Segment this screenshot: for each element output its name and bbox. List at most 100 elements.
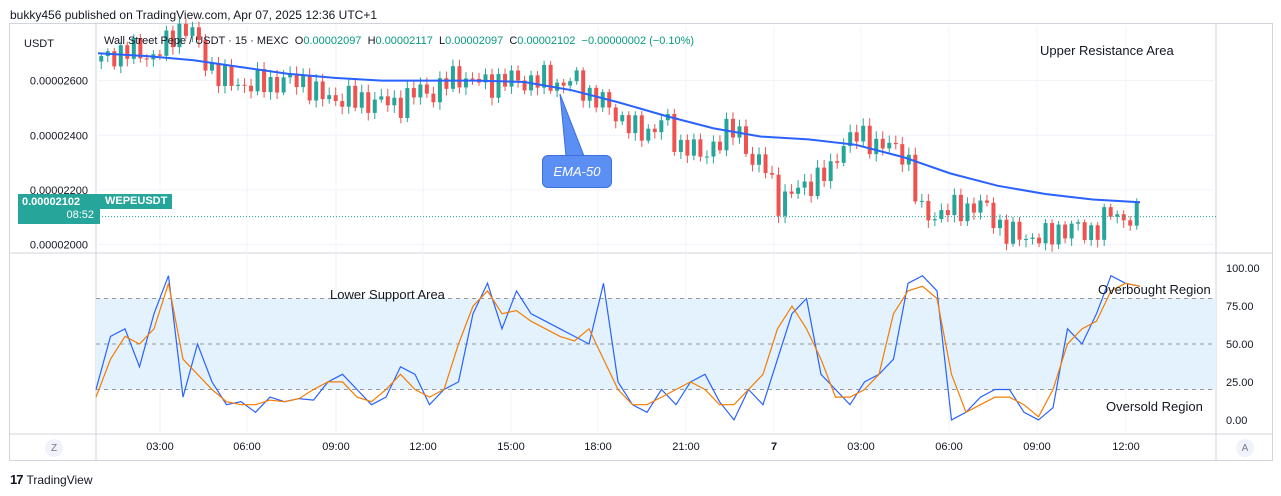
candle-body: [932, 219, 937, 221]
candle-body: [437, 78, 442, 103]
candle-body: [281, 77, 286, 93]
legend-c-label: C: [509, 35, 518, 47]
candle-body: [1089, 225, 1094, 241]
candle-body: [463, 78, 468, 88]
candle-body: [138, 37, 143, 59]
annotation-lower-support[interactable]: Lower Support Area: [330, 287, 445, 302]
current-price-tag: 0.00002102 08:52: [18, 194, 100, 224]
candle-body: [157, 54, 162, 56]
candle-body: [379, 96, 384, 100]
candle-body: [757, 154, 762, 165]
candle-body: [776, 174, 781, 216]
candle-body: [496, 73, 501, 98]
candle-body: [144, 58, 149, 60]
candle-body: [1115, 214, 1120, 217]
candle-body: [724, 118, 729, 151]
candle-body: [574, 70, 579, 82]
candle-body: [652, 128, 657, 133]
candle-body: [841, 146, 846, 163]
x-tick-label: 03:00: [146, 441, 174, 453]
candle-body: [802, 181, 807, 188]
candle-body: [535, 75, 540, 88]
candle-body: [353, 85, 358, 108]
candle-body: [958, 194, 963, 222]
candle-countdown: 08:52: [66, 209, 94, 221]
legend-h-value: 0.00002117: [375, 35, 433, 47]
candle-body: [945, 210, 950, 216]
candle-body: [301, 75, 306, 88]
x-tick-label: 15:00: [497, 441, 525, 453]
y-tick-label: 0.00002000: [30, 240, 88, 252]
annotation-upper-resistance[interactable]: Upper Resistance Area: [1040, 43, 1174, 58]
candle-body: [770, 173, 775, 175]
candle-body: [828, 161, 833, 182]
currency-button[interactable]: USDT: [24, 38, 54, 50]
candle-body: [874, 138, 879, 155]
oscillator-y-tick-label: 25.00: [1226, 377, 1254, 389]
symbol-tag: WEPEUSDT: [100, 194, 173, 209]
candle-body: [1004, 219, 1009, 244]
legend-o-value: 0.00002097: [303, 35, 362, 47]
candle-body: [490, 74, 495, 98]
legend-l-label: L: [438, 35, 446, 47]
candle-body: [398, 97, 403, 118]
x-tick-label: 09:00: [322, 441, 350, 453]
candle-body: [262, 69, 267, 93]
candle-body: [926, 200, 931, 221]
timezone-z-button[interactable]: Z: [45, 439, 63, 457]
candle-body: [568, 81, 573, 86]
oscillator-y-tick-label: 100.00: [1226, 263, 1260, 275]
candle-body: [359, 92, 364, 108]
y-tick-label: 0.00002600: [30, 76, 88, 88]
candle-body: [118, 45, 123, 67]
candle-body: [340, 101, 345, 107]
candle-body: [1050, 223, 1055, 245]
legend-o-label: O: [294, 35, 304, 47]
x-tick-label: 09:00: [1023, 441, 1051, 453]
candle-body: [848, 132, 853, 147]
candle-body: [815, 167, 820, 196]
candle-body: [385, 96, 390, 106]
current-price-value: 0.00002102: [22, 196, 81, 208]
candle-body: [1102, 207, 1107, 240]
candle-body: [366, 92, 371, 113]
candle-body: [861, 125, 866, 142]
x-tick-label: 06:00: [935, 441, 963, 453]
candle-body: [503, 73, 508, 87]
candle-body: [1108, 207, 1113, 217]
candle-body: [222, 65, 227, 87]
annotation-ema-50[interactable]: EMA-50: [542, 155, 612, 188]
candle-body: [913, 154, 918, 202]
annotation-overbought[interactable]: Overbought Region: [1098, 282, 1211, 297]
candle-body: [242, 84, 247, 86]
candle-body: [1056, 224, 1061, 245]
annotation-oversold[interactable]: Oversold Region: [1106, 399, 1203, 414]
candle-body: [314, 81, 319, 101]
candle-body: [750, 153, 755, 165]
candle-body: [1082, 222, 1087, 241]
tradingview-logo[interactable]: 17 TradingView: [10, 472, 93, 487]
stoch-d-line: [95, 282, 1141, 418]
tradingview-logo-text: TradingView: [26, 472, 93, 487]
legend-symbol[interactable]: Wall Street Pepe / USDT · 15 · MEXC: [104, 35, 289, 47]
candle-body: [887, 142, 892, 149]
candle-body: [470, 78, 475, 80]
candle-body: [822, 167, 827, 182]
candle-body: [209, 62, 214, 71]
candle-body: [346, 85, 351, 107]
candle-body: [249, 85, 254, 92]
candle-body: [867, 125, 872, 155]
tradingview-logo-mark-icon: 17: [10, 472, 24, 487]
oscillator-y-tick-label: 0.00: [1226, 415, 1247, 427]
x-tick-label: 21:00: [672, 441, 700, 453]
candle-body: [620, 115, 625, 122]
candle-body: [333, 95, 338, 102]
ohlc-legend: Wall Street Pepe / USDT · 15 · MEXC O0.0…: [104, 35, 694, 47]
candle-body: [229, 65, 234, 86]
candle-body: [698, 139, 703, 157]
candle-body: [203, 40, 208, 71]
candle-body: [704, 156, 709, 158]
candle-body: [991, 202, 996, 229]
auto-scale-button[interactable]: A: [1236, 439, 1254, 457]
